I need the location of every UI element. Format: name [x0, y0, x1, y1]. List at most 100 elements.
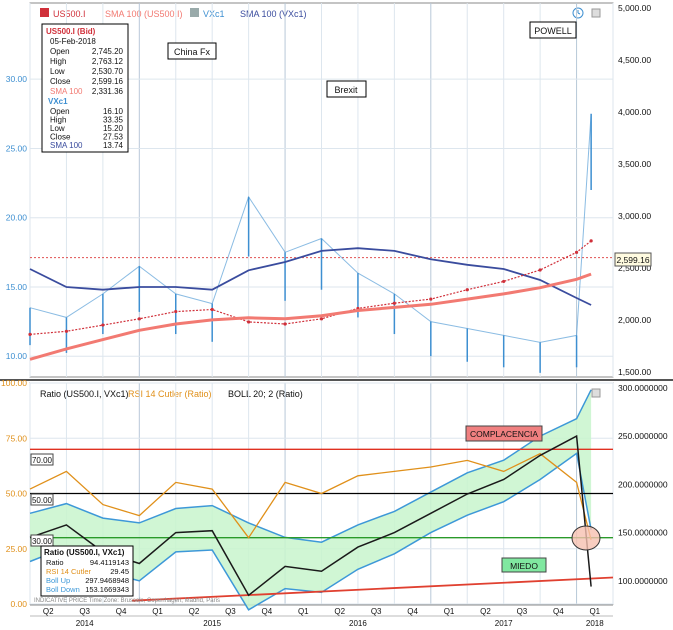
us500-point	[247, 320, 251, 324]
top-info-box: US500.I (Bid) 05-Feb-2018 Open 2,745.20 Hi…	[41, 23, 129, 153]
legend-boll[interactable]: BOLL 20; 2 (Ratio)	[228, 389, 303, 399]
us500-point	[502, 279, 506, 284]
us500-point	[101, 323, 105, 327]
y-left-tick-label: 25.00	[6, 143, 28, 153]
info-row-label: Low	[50, 124, 65, 133]
info-row-label: High	[50, 116, 66, 125]
x-year-label: 2014	[76, 619, 94, 628]
us500-point	[174, 309, 178, 314]
level-tag-70: 70.00	[30, 453, 54, 466]
svg-text:China Fx: China Fx	[174, 47, 211, 57]
bottom-panel-menu-icon[interactable]	[591, 388, 601, 398]
fear-highlight-circle	[571, 525, 601, 551]
y-right-tick-label: 3,000.00	[618, 211, 651, 221]
vx-rows: Open 16.10 High 33.35 Low 15.20 Close 27.53	[50, 107, 124, 142]
us500-point	[28, 332, 32, 337]
legend-rsi[interactable]: RSI 14 Cutler (Ratio)	[128, 389, 212, 399]
info-vx-sma-value: 13.74	[103, 141, 124, 150]
info-sma-value: 2,331.36	[92, 87, 124, 96]
clock-icon[interactable]	[572, 7, 584, 19]
info-row-value: 297.9468948	[85, 576, 129, 585]
info-row-label: High	[50, 57, 66, 66]
annotation-miedo: MIEDO	[501, 557, 547, 573]
svg-text:2,599.16: 2,599.16	[616, 255, 649, 265]
y-left-tick-label: 75.00	[6, 433, 28, 443]
sma-us500-line	[29, 272, 592, 361]
info-row-label: Low	[50, 67, 65, 76]
y-right-tick-label: 3,500.00	[618, 159, 651, 169]
y-left-tick-label: 30.00	[6, 74, 28, 84]
legend-swatch-us500	[40, 8, 49, 17]
x-quarter-label: Q4	[262, 607, 273, 616]
info-row-value: 2,599.16	[92, 77, 124, 86]
x-quarter-label: Q3	[371, 607, 382, 616]
legend-ratio[interactable]: Ratio (US500.I, VXc1)	[40, 389, 129, 399]
info-row-value: 29.45	[110, 567, 129, 576]
y-left-tick-label: 15.00	[6, 282, 28, 292]
bottom-legend[interactable]: Ratio (US500.I, VXc1) RSI 14 Cutler (Rat…	[40, 389, 303, 399]
svg-text:50.00: 50.00	[32, 496, 53, 505]
y-left-tick-label: 10.00	[6, 351, 28, 361]
y-left-tick-label: 50.00	[6, 489, 28, 499]
info-row-label: Boll Down	[46, 585, 80, 594]
svg-text:MIEDO: MIEDO	[510, 561, 538, 571]
axes-layer: 10.00 15.00 20.00 25.00 30.00 1,500.00 2,000.0…	[1, 3, 668, 628]
x-quarter-label: Q1	[589, 607, 600, 616]
y-left-tick-label: 0.00	[10, 599, 27, 609]
info-row-value: 2,745.20	[92, 47, 124, 56]
x-quarter-label: Q3	[225, 607, 236, 616]
bottom-info-box: Ratio (US500.I, VXc1) Ratio 94.4119143RSI…	[40, 545, 134, 597]
us500-point	[574, 250, 579, 254]
us500-point	[429, 297, 433, 301]
x-quarter-label: Q1	[152, 607, 163, 616]
y-right-tick-label: 2,500.00	[618, 263, 651, 273]
info-row-value: 15.20	[103, 124, 124, 133]
y-right-tick-label: 4,500.00	[618, 55, 651, 65]
info-row-value: 94.4119143	[90, 558, 129, 567]
last-price-tag: 2,599.16	[614, 252, 652, 267]
level-tag-30: 30.00	[30, 534, 54, 547]
info-sma-label: SMA 100	[50, 87, 83, 96]
info-row-label: Open	[50, 47, 70, 56]
us500-point	[589, 239, 593, 243]
us500-point	[283, 322, 287, 326]
sma-vx-line	[29, 247, 592, 306]
y-right-tick-label: 1,500.00	[618, 367, 651, 377]
us500-point	[465, 288, 469, 292]
info-vx-title: VXc1	[48, 97, 68, 106]
rsi-line	[29, 452, 592, 541]
us500-point	[319, 317, 324, 321]
panel-menu-icon[interactable]	[591, 8, 601, 18]
annotation-powell: POWELL	[529, 21, 577, 39]
bottom-info-title: Ratio (US500.I, VXc1)	[44, 548, 125, 557]
y-left-tick-label: 25.00	[6, 544, 28, 554]
top-legend[interactable]: US500.I SMA 100 (US500.I) VXc1 SMA 100 (…	[40, 8, 307, 19]
info-row-label: RSI 14 Cutler	[46, 567, 92, 576]
legend-sma-vx[interactable]: SMA 100 (VXc1)	[240, 9, 307, 19]
y-left-tick-label: 100.00	[1, 378, 27, 388]
y-right-tick-label: 250.0000000	[618, 431, 668, 441]
x-quarter-label: Q1	[444, 607, 455, 616]
legend-vx[interactable]: VXc1	[203, 9, 225, 19]
footer-note: INDICATIVE PRICE Time Zone: Brussels, Co…	[34, 598, 220, 604]
us500-point	[392, 301, 396, 305]
x-quarter-label: Q2	[43, 607, 54, 616]
x-quarter-label: Q2	[189, 607, 200, 616]
legend-us500[interactable]: US500.I	[53, 9, 86, 19]
annotation-brexit: Brexit	[326, 80, 367, 98]
legend-sma-us500[interactable]: SMA 100 (US500.I)	[105, 9, 183, 19]
x-quarter-label: Q3	[517, 607, 528, 616]
svg-text:70.00: 70.00	[32, 456, 53, 465]
svg-text:30.00: 30.00	[32, 537, 53, 546]
info-row-label: Close	[50, 133, 71, 142]
vx-line	[29, 113, 592, 343]
x-year-label: 2017	[495, 619, 513, 628]
info-row-value: 2,530.70	[92, 67, 124, 76]
svg-text:COMPLACENCIA: COMPLACENCIA	[470, 429, 538, 439]
us500-rows: Open 2,745.20 High 2,763.12 Low 2,530.70 Close…	[50, 47, 124, 86]
x-year-label: 2018	[586, 619, 604, 628]
y-right-tick-label: 200.0000000	[618, 479, 668, 489]
series-layer	[28, 113, 614, 611]
